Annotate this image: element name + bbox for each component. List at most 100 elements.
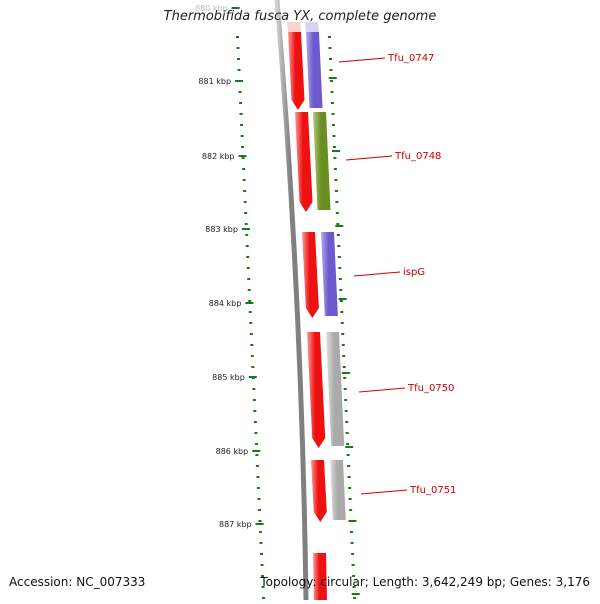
minor-tick: [245, 245, 249, 247]
cds-arrow: [288, 32, 305, 110]
minor-tick: [331, 124, 335, 126]
minor-tick: [240, 135, 244, 137]
genome-backbone: [274, 0, 309, 601]
minor-tick: [328, 47, 332, 49]
minor-tick: [257, 498, 261, 500]
minor-tick: [345, 432, 349, 434]
major-tick: [345, 446, 354, 448]
kbp-label: 883 kbp: [205, 225, 238, 234]
minor-tick: [344, 410, 348, 412]
minor-tick: [256, 476, 260, 478]
minor-tick: [342, 355, 346, 357]
kbp-label: 886 kbp: [216, 447, 249, 456]
minor-tick: [339, 300, 343, 302]
minor-tick: [340, 311, 344, 313]
minor-tick: [350, 542, 354, 544]
minor-tick: [261, 586, 265, 588]
gene-label: Tfu_0747: [387, 53, 434, 64]
minor-tick: [251, 366, 255, 368]
minor-tick: [341, 333, 345, 335]
minor-tick: [330, 91, 334, 93]
minor-tick: [259, 542, 263, 544]
leader-line: [338, 57, 386, 63]
minor-tick: [338, 278, 342, 280]
minor-tick: [329, 69, 333, 71]
leader-line: [360, 489, 408, 495]
minor-tick: [241, 146, 245, 148]
minor-tick: [240, 124, 244, 126]
major-tick: [238, 155, 247, 157]
minor-tick: [249, 322, 253, 324]
minor-tick: [249, 333, 253, 335]
minor-tick: [250, 355, 254, 357]
minor-tick: [242, 168, 246, 170]
major-tick: [328, 77, 337, 79]
genome-title: Thermobifida fusca YX, complete genome: [163, 9, 437, 24]
minor-tick: [246, 256, 250, 258]
gene-labels: Tfu_0747 Tfu_0748 ispG Tfu_0750 Tfu_0751: [338, 53, 456, 496]
minor-tick: [337, 256, 341, 258]
minor-tick: [339, 289, 343, 291]
kbp-label: 882 kbp: [202, 152, 235, 161]
minor-tick: [335, 201, 339, 203]
minor-tick: [247, 278, 251, 280]
minor-tick: [341, 344, 345, 346]
minor-tick: [243, 201, 247, 203]
major-tick: [252, 450, 261, 452]
cds-arrow: [311, 460, 327, 522]
minor-tick: [238, 91, 242, 93]
minor-tick: [253, 421, 257, 423]
minor-tick: [260, 564, 264, 566]
minor-tick: [244, 223, 248, 225]
major-tick: [235, 80, 244, 82]
kbp-label: 881 kbp: [198, 77, 231, 86]
cog-bar: [326, 332, 345, 446]
kbp-label: 880 kbp: [195, 4, 228, 13]
cog-bar: [330, 460, 346, 520]
gene-features: [287, 22, 346, 600]
gene-label: Tfu_0748: [394, 151, 441, 162]
minor-tick: [343, 377, 347, 379]
kbp-labels: 880 kbp 881 kbp 882 kbp 883 kbp 884 kbp 885 k…: [195, 4, 252, 529]
minor-tick: [255, 465, 259, 467]
minor-tick: [258, 520, 262, 522]
leader-line: [353, 271, 401, 277]
topology-text: Topology: circular; Length: 3,642,249 bp…: [260, 575, 590, 589]
minor-tick: [260, 553, 264, 555]
major-tick: [341, 372, 350, 374]
minor-tick: [347, 465, 351, 467]
cog-bar: [305, 22, 319, 32]
minor-tick: [330, 102, 334, 104]
minor-tick: [336, 223, 340, 225]
minor-tick: [351, 564, 355, 566]
cds-arrow: [302, 232, 319, 318]
minor-tick: [338, 267, 342, 269]
kbp-label: 887 kbp: [219, 520, 252, 529]
minor-tick: [236, 36, 239, 38]
minor-tick: [349, 509, 353, 511]
minor-tick: [332, 146, 336, 148]
minor-tick: [340, 322, 344, 324]
minor-tick: [253, 410, 257, 412]
minor-tick: [328, 58, 332, 60]
minor-tick: [237, 58, 241, 60]
minor-tick: [254, 432, 258, 434]
minor-tick: [247, 289, 251, 291]
minor-tick: [246, 267, 250, 269]
minor-tick: [248, 300, 252, 302]
minor-tick: [242, 179, 246, 181]
major-tick: [331, 150, 340, 152]
cds-arrow: [295, 112, 313, 212]
major-tick: [348, 520, 357, 522]
backbone-line: [274, 0, 309, 601]
minor-tick: [332, 135, 336, 137]
minor-tick: [236, 47, 240, 49]
minor-tick: [334, 179, 338, 181]
major-tick: [335, 225, 344, 227]
major-tick: [338, 298, 347, 300]
minor-tick: [248, 311, 252, 313]
minor-tick: [239, 113, 243, 115]
gene-label: Tfu_0751: [409, 485, 456, 496]
